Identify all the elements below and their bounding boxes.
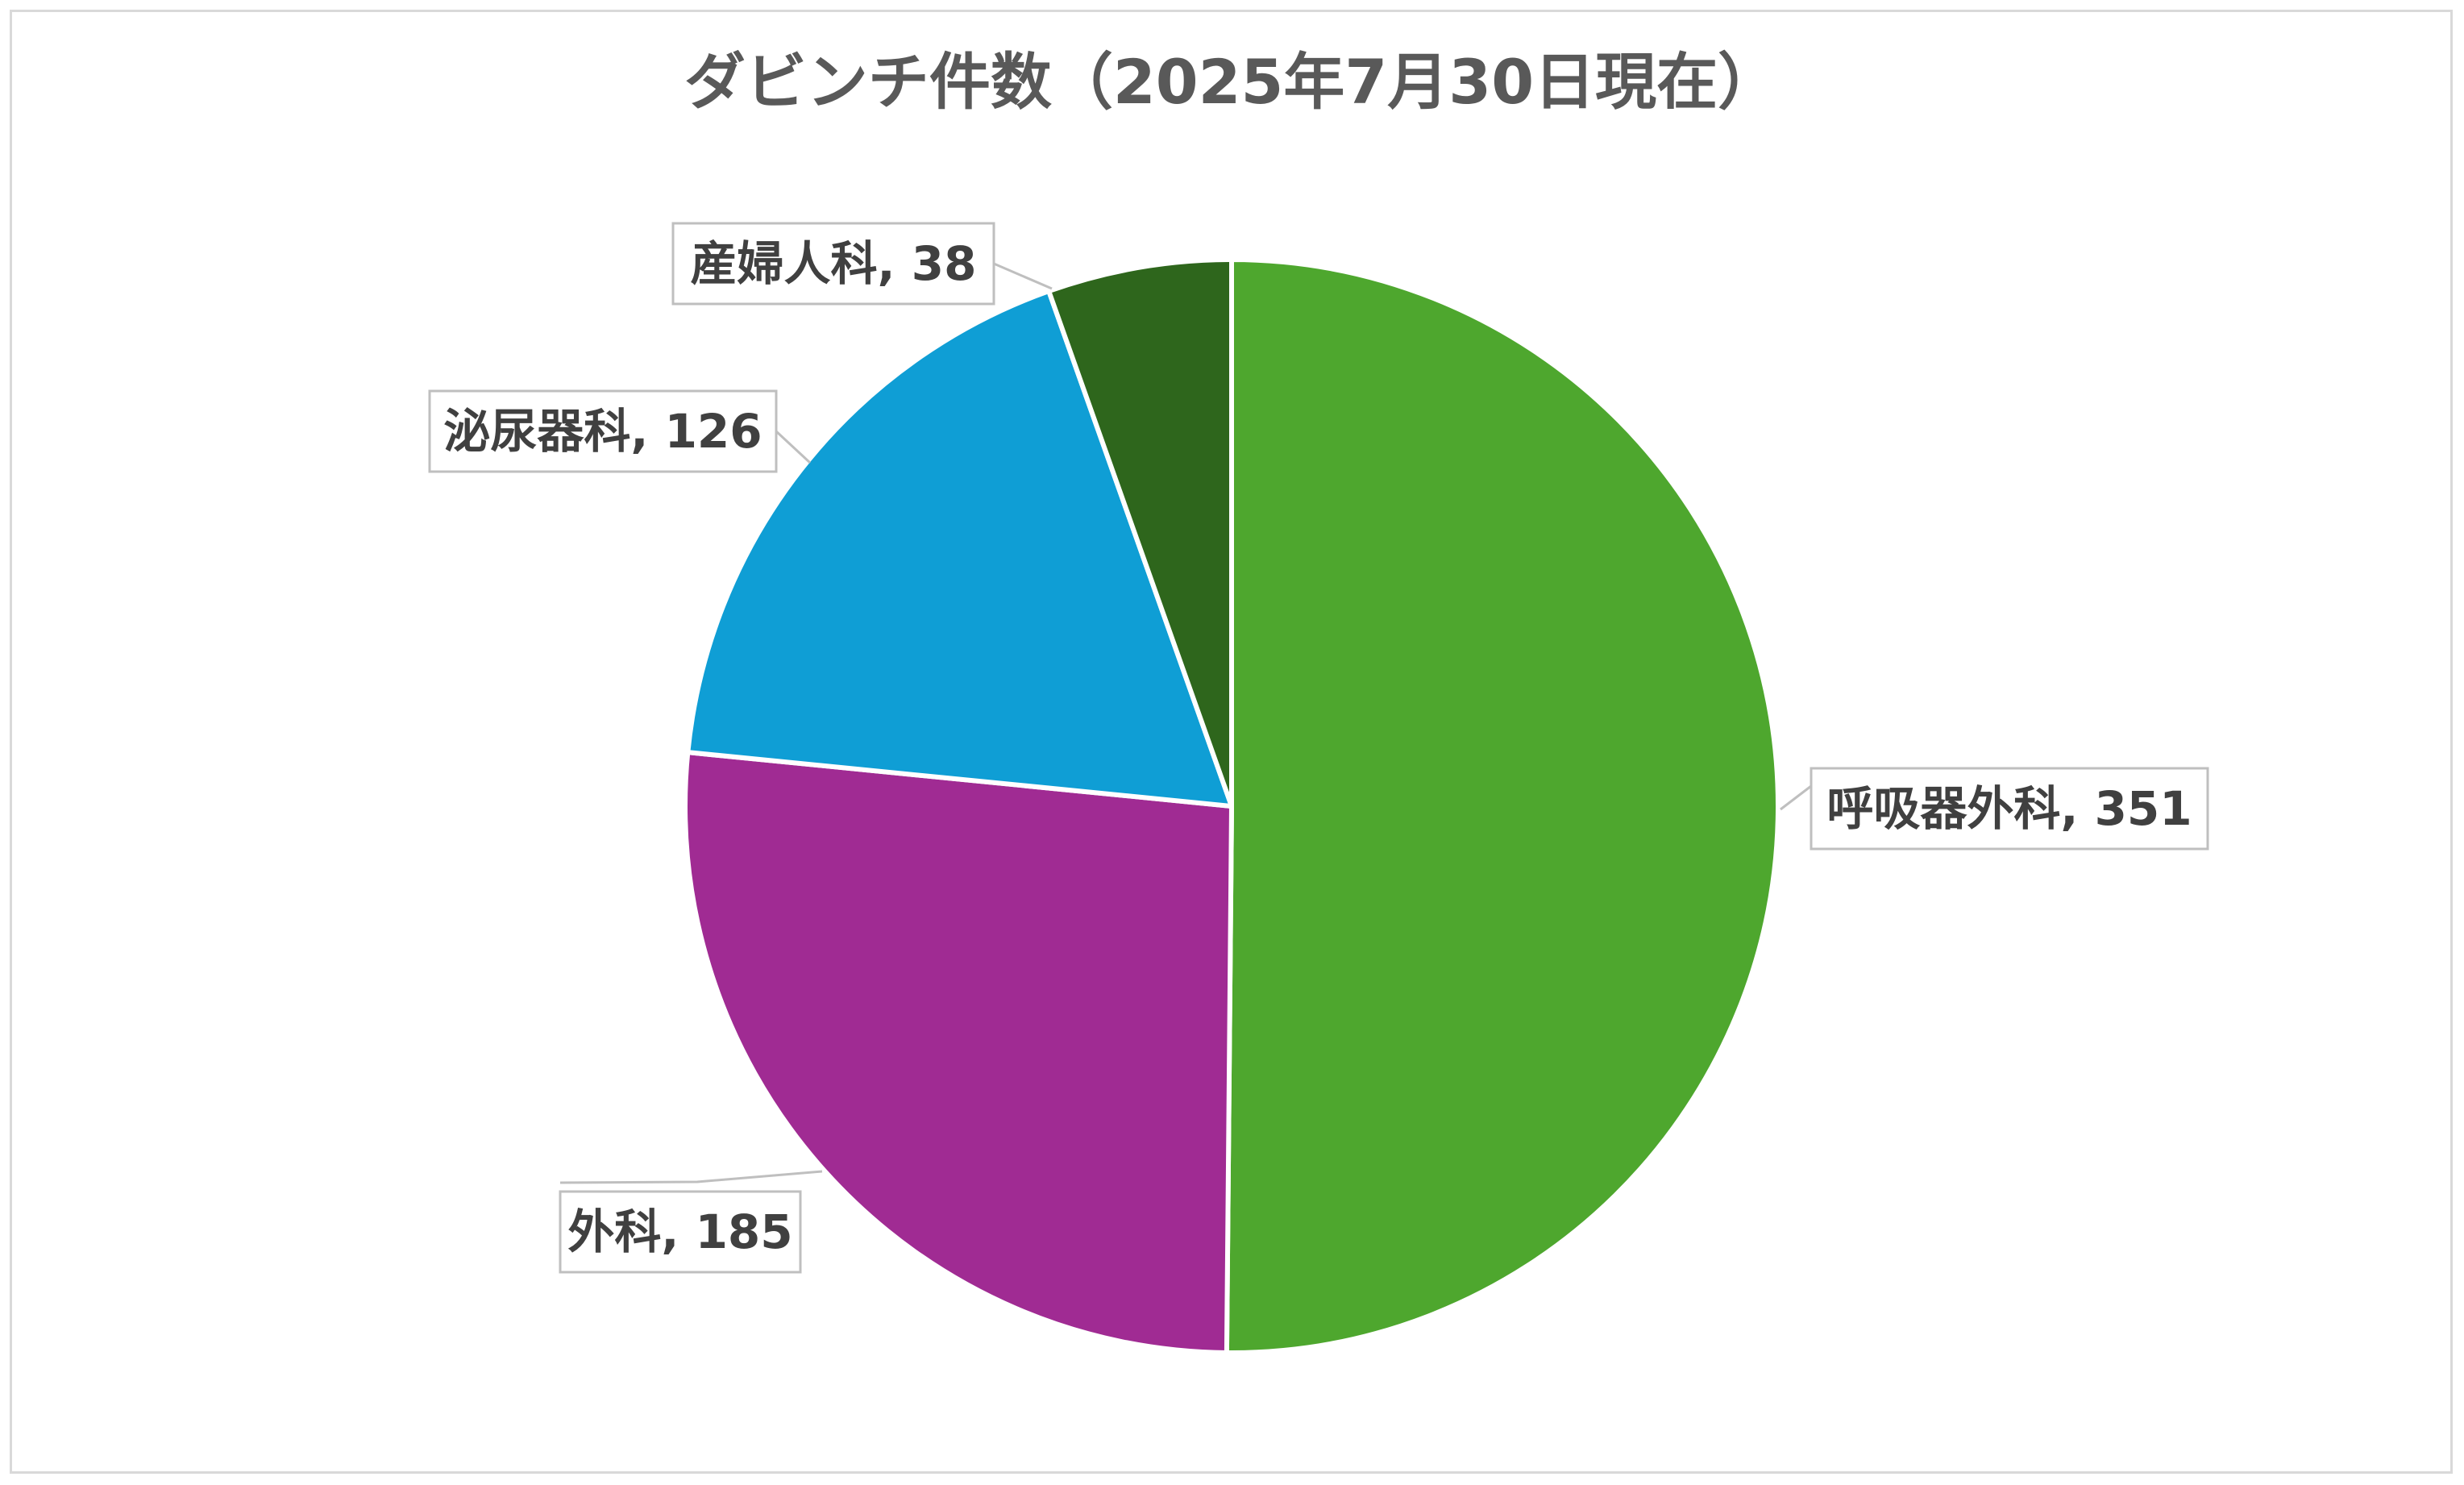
- data-label-text: 産婦人科, 38: [691, 236, 977, 291]
- pie-slice-3: [685, 289, 1234, 809]
- leader-line-2: [559, 1170, 823, 1184]
- pie-slice-1: [1224, 257, 1781, 1355]
- pie-slices: [683, 257, 1781, 1355]
- data-labels: 呼吸器外科, 351 外科, 185 泌尿器科, 126 産婦人科, 38: [428, 222, 2209, 1274]
- leader-lines: [559, 262, 1812, 1184]
- data-label-box: [671, 222, 995, 306]
- data-label-1: 呼吸器外科, 351: [1810, 767, 2209, 851]
- data-label-box: [1810, 767, 2209, 851]
- data-label-3: 泌尿器科, 126: [428, 389, 778, 473]
- pie-slice-2: [683, 750, 1234, 1355]
- leader-line-1: [1780, 784, 1812, 811]
- data-label-text: 泌尿器科, 126: [443, 404, 762, 459]
- leader-line-4: [993, 262, 1053, 290]
- data-label-text: 呼吸器外科, 351: [1826, 781, 2192, 836]
- data-label-box: [559, 1190, 802, 1274]
- data-label-box: [428, 389, 778, 473]
- data-label-2: 外科, 185: [559, 1190, 802, 1274]
- leader-line-3: [775, 430, 812, 464]
- chart-title: ダビンチ件数（2025年7月30日現在）: [684, 46, 1779, 118]
- data-label-4: 産婦人科, 38: [671, 222, 995, 306]
- data-label-text: 外科, 185: [567, 1204, 792, 1259]
- pie-slice-4: [1046, 257, 1234, 809]
